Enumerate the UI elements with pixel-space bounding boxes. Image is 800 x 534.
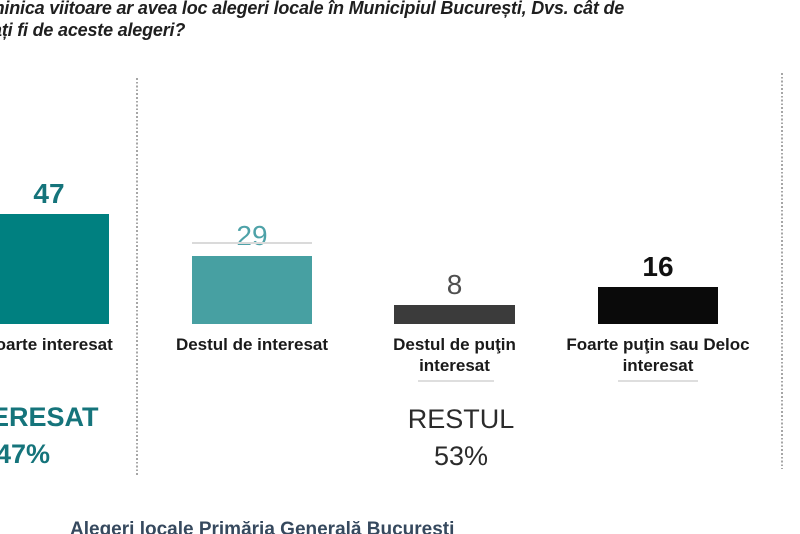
dotted-divider-left <box>136 78 138 476</box>
question-title-line2: interesat ați fi de aceste alegeri? <box>0 20 186 40</box>
dotted-divider-right <box>781 73 783 469</box>
question-title: Dacă duminica viitoare ar avea loc alege… <box>0 0 800 48</box>
bar-2 <box>192 256 312 324</box>
bar-category-label: Foarte puţin sau Deloc interesat <box>566 335 750 375</box>
bar-category-label: Destul de puţin interesat <box>393 335 516 375</box>
summary-rest-value: 53% <box>433 441 489 471</box>
summary-rest: RESTUL 53% <box>358 401 564 475</box>
summary-interested-value: 47% <box>0 439 51 469</box>
bar-4 <box>598 287 718 324</box>
faint-underline <box>618 380 698 382</box>
summary-rest-label: RESTUL <box>407 404 515 434</box>
bar-category-label: Destul de interesat <box>175 335 329 354</box>
faint-underline <box>418 380 494 382</box>
bar-category-label: Foarte interesat <box>0 335 113 354</box>
summary-interested: INTERESAT 47% <box>0 399 126 473</box>
bar-value-label: 47 <box>33 178 65 209</box>
summary-interested-label: INTERESAT <box>0 402 99 432</box>
bar-value-label: 29 <box>236 220 268 251</box>
faint-underline <box>192 242 312 244</box>
bar-value-label: 8 <box>446 269 463 300</box>
bar-1 <box>0 214 109 324</box>
bar-3 <box>394 305 515 324</box>
question-title-line1: Dacă duminica viitoare ar avea loc alege… <box>0 0 625 18</box>
footer-note: Alegeri locale Primăria Generală Bucureș… <box>70 519 455 534</box>
bar-value-label: 16 <box>642 251 674 282</box>
